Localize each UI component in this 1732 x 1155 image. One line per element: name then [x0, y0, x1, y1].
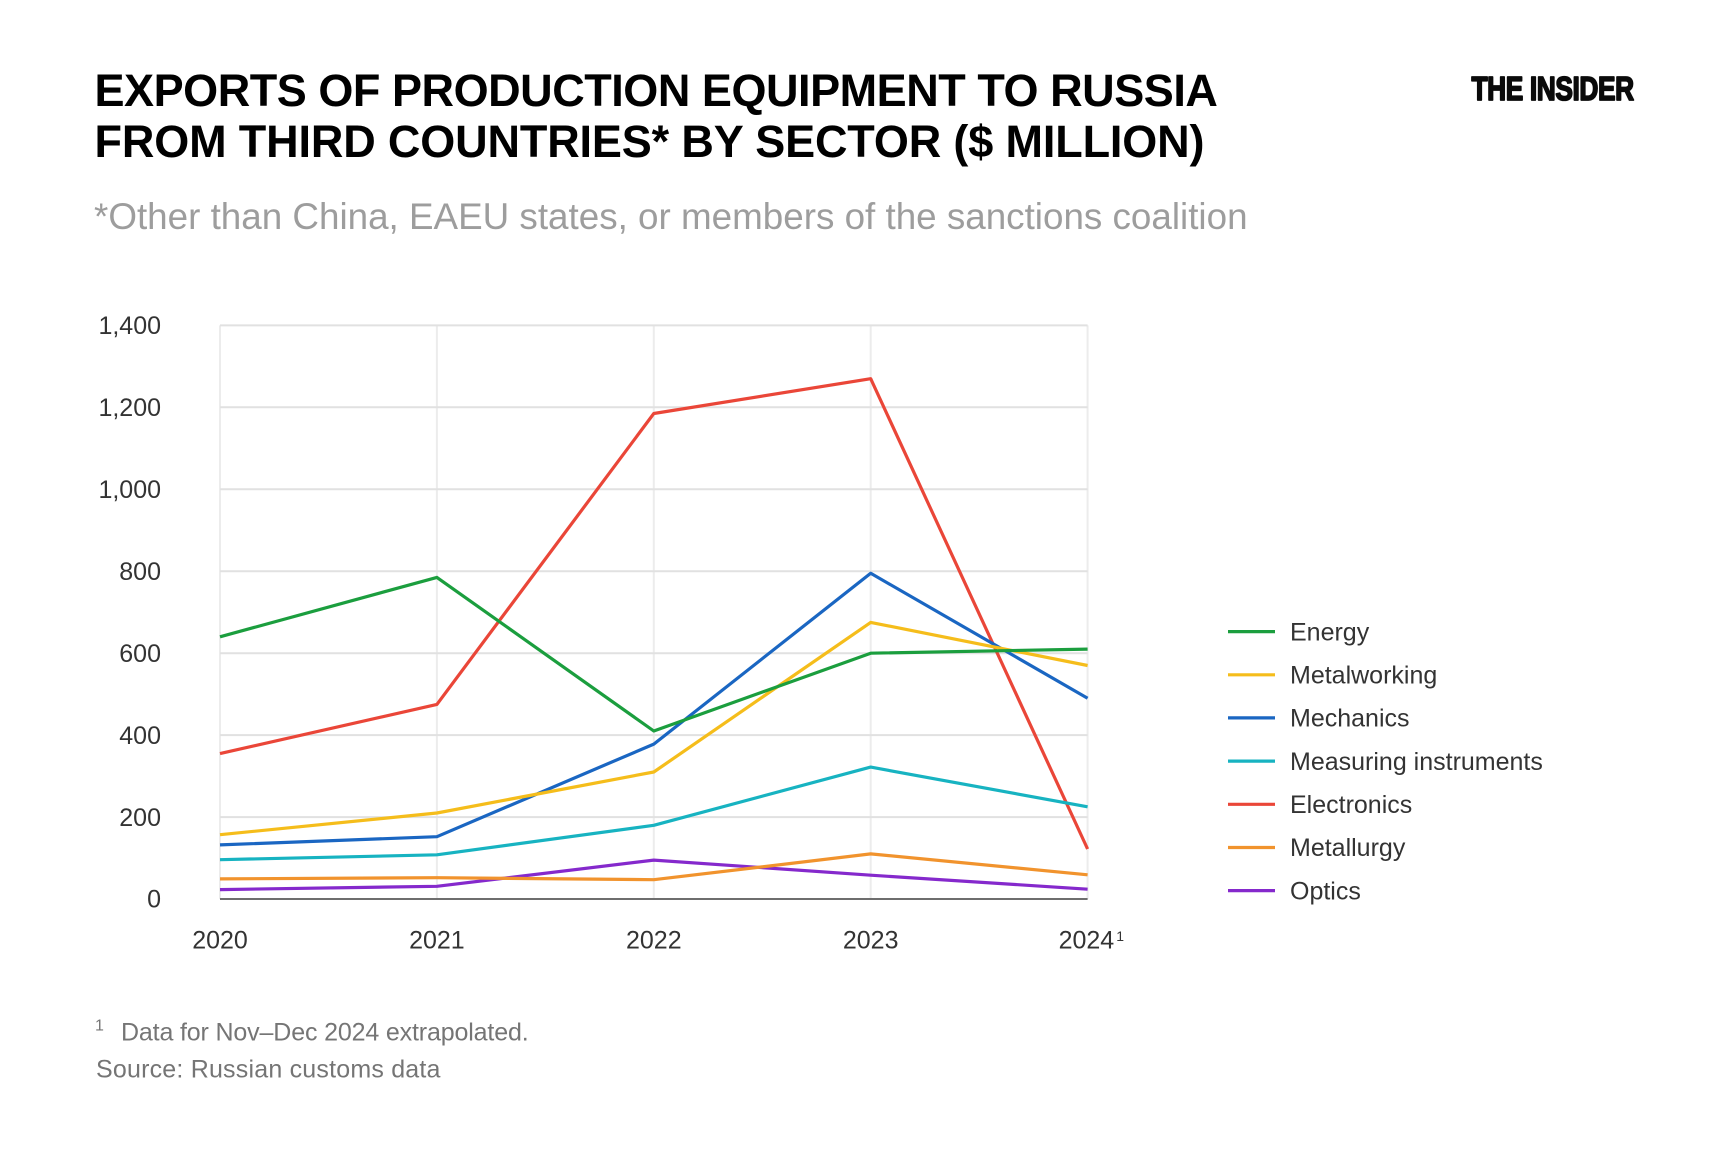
svg-text:800: 800 — [119, 558, 161, 586]
svg-text:Source: Russian customs data: Source: Russian customs data — [96, 1055, 441, 1083]
svg-text:THE INSIDER: THE INSIDER — [1472, 71, 1635, 108]
svg-text:1,400: 1,400 — [98, 312, 161, 340]
svg-text:1,000: 1,000 — [98, 476, 161, 504]
svg-text:0: 0 — [147, 886, 161, 914]
svg-text:Optics: Optics — [1290, 877, 1361, 905]
svg-text:EXPORTS OF PRODUCTION EQUIPMEN: EXPORTS OF PRODUCTION EQUIPMENT TO RUSSI… — [95, 65, 1218, 116]
svg-text:Measuring instruments: Measuring instruments — [1290, 748, 1543, 776]
svg-text:Data for Nov–Dec 2024 extrapol: Data for Nov–Dec 2024 extrapolated. — [121, 1018, 529, 1046]
svg-text:1: 1 — [95, 1018, 104, 1035]
svg-text:FROM THIRD COUNTRIES* BY SECTO: FROM THIRD COUNTRIES* BY SECTOR ($ MILLI… — [95, 116, 1205, 167]
svg-text:*Other than China, EAEU states: *Other than China, EAEU states, or membe… — [94, 196, 1248, 237]
svg-text:Metallurgy: Metallurgy — [1290, 834, 1406, 862]
svg-text:400: 400 — [119, 722, 161, 750]
svg-text:200: 200 — [119, 804, 161, 832]
svg-text:Electronics: Electronics — [1290, 791, 1412, 819]
svg-text:2020: 2020 — [192, 927, 248, 955]
svg-text:Energy: Energy — [1290, 618, 1370, 646]
svg-text:2023: 2023 — [843, 927, 899, 955]
svg-text:1: 1 — [1116, 928, 1124, 944]
svg-text:600: 600 — [119, 640, 161, 668]
svg-text:2024: 2024 — [1059, 927, 1115, 955]
svg-text:Mechanics: Mechanics — [1290, 705, 1410, 733]
svg-text:Metalworking: Metalworking — [1290, 662, 1437, 690]
svg-text:1,200: 1,200 — [98, 394, 161, 422]
svg-text:2021: 2021 — [409, 927, 465, 955]
svg-text:2022: 2022 — [626, 927, 682, 955]
